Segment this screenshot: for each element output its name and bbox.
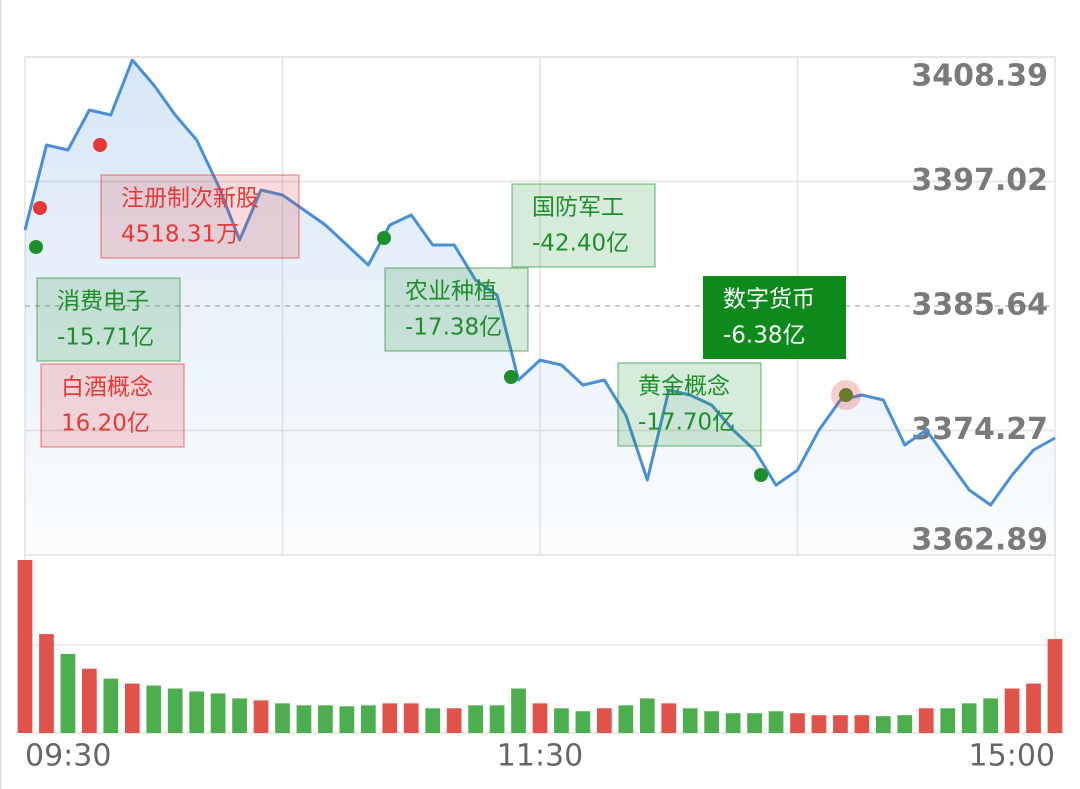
event-dot	[504, 370, 518, 384]
event-dot	[839, 388, 853, 402]
volume-bar	[232, 698, 247, 733]
event-name: 黄金概念	[638, 374, 730, 400]
volume-bar	[833, 715, 848, 733]
volume-bar	[747, 713, 762, 733]
volume-bar	[511, 688, 526, 733]
volume-bar	[639, 698, 655, 733]
volume-bar	[489, 705, 505, 733]
event-name: 注册制次新股	[121, 186, 259, 212]
event-amount: 16.20亿	[61, 411, 150, 437]
y-tick-label: 3397.02	[911, 163, 1048, 198]
event: 白酒概念 16.20亿	[33, 201, 185, 448]
event-box	[511, 183, 656, 268]
volume-bar	[17, 560, 33, 733]
volume-bar	[575, 711, 591, 733]
event: 数字货币 -6.38亿	[703, 276, 861, 410]
event-amount: -42.40亿	[532, 231, 629, 257]
event-amount: -15.71亿	[57, 325, 154, 351]
volume-bar	[103, 678, 119, 733]
x-tick-label: 11:30	[497, 739, 583, 774]
y-tick-label: 3385.64	[911, 288, 1048, 323]
volume-bar	[275, 703, 290, 733]
event: 农业种植 -17.38亿	[377, 231, 529, 352]
price-area	[25, 60, 1055, 555]
volume-bar	[768, 711, 784, 733]
volume-bar	[983, 698, 998, 733]
volume-bar	[446, 708, 462, 733]
volume-bar	[1026, 683, 1041, 733]
event-name: 农业种植	[405, 279, 497, 305]
event-amount: -17.70亿	[638, 410, 735, 436]
event-box	[40, 363, 185, 448]
volume-bar	[897, 715, 913, 733]
volume-bar	[146, 685, 162, 733]
event-box	[36, 277, 181, 362]
y-tick-label: 3408.39	[911, 59, 1048, 94]
volume-bar	[618, 705, 634, 733]
volume-bar	[425, 708, 441, 733]
volume-bar	[1004, 688, 1020, 733]
event-name: 消费电子	[57, 289, 149, 315]
x-tick-label: 15:00	[969, 739, 1055, 774]
volume-bar	[682, 708, 698, 733]
event: 国防军工 -42.40亿	[504, 183, 656, 384]
event-box	[384, 267, 529, 352]
event: 黄金概念 -17.70亿	[617, 362, 768, 482]
event-box	[100, 174, 300, 259]
volume-bar	[661, 703, 677, 733]
volume-bar	[210, 693, 226, 733]
volume-bar	[597, 708, 612, 733]
volume-bar	[82, 668, 97, 733]
volume-bar	[875, 716, 891, 733]
volume-bar	[318, 705, 333, 733]
event-amount: -17.38亿	[405, 315, 502, 341]
volume-bar	[60, 653, 76, 733]
volume-bar	[360, 705, 376, 733]
event-dot	[33, 201, 47, 215]
event: 消费电子 -15.71亿	[29, 240, 181, 362]
x-tick-label: 09:30	[25, 739, 111, 774]
event-name: 白酒概念	[61, 375, 153, 401]
volume-bar	[790, 713, 805, 733]
volume-bar	[189, 691, 205, 733]
event-dot	[754, 468, 768, 482]
price-line	[23, 58, 1056, 507]
event-amount: -6.38亿	[723, 323, 806, 349]
volume-bar	[725, 713, 741, 733]
event-name: 数字货币	[723, 287, 815, 313]
volume-bar	[339, 706, 355, 733]
volume-bar	[704, 711, 720, 733]
volume-bar	[811, 715, 827, 733]
event-box	[617, 362, 762, 447]
volume-bar	[296, 705, 312, 733]
volume-bar	[940, 708, 956, 733]
volume-bar	[918, 708, 934, 733]
volume-bar	[854, 715, 870, 733]
volume-bar	[382, 703, 398, 733]
event: 注册制次新股 4518.31万	[93, 138, 300, 259]
volume-bar	[167, 688, 183, 733]
event-dot	[93, 138, 107, 152]
volume-bar	[124, 683, 140, 733]
volume-bar	[253, 700, 269, 733]
volume-bar	[468, 705, 483, 733]
volume-bar	[39, 634, 54, 733]
volume-bar	[403, 703, 419, 733]
event-amount: 4518.31万	[121, 222, 239, 248]
volume-bar	[961, 703, 977, 733]
volume-bar	[554, 708, 569, 733]
event-box	[703, 276, 846, 359]
event-dot	[29, 240, 43, 254]
volume-bar	[1047, 639, 1063, 733]
event-name: 国防军工	[532, 195, 624, 221]
event-dot	[377, 231, 391, 245]
volume-bar	[532, 703, 548, 733]
